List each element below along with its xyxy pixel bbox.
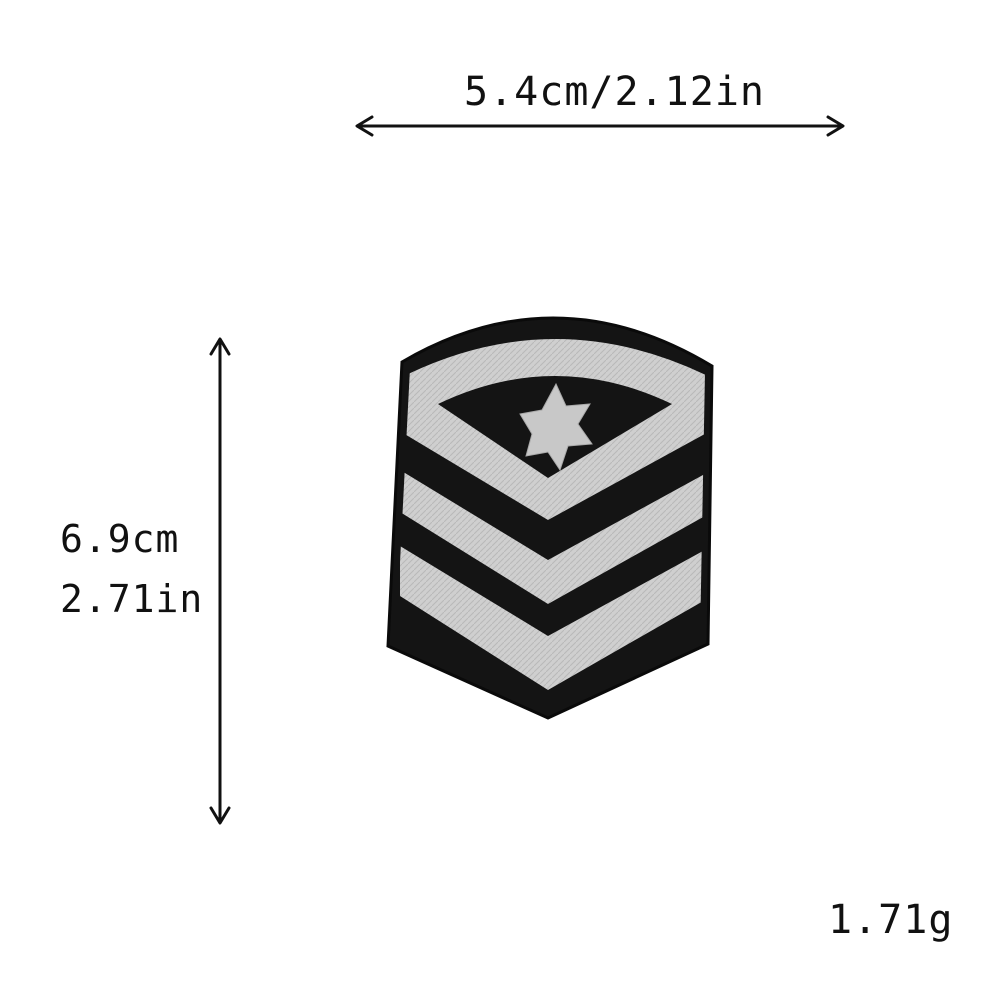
height-arrow-icon	[209, 337, 231, 825]
star-icon	[519, 382, 593, 472]
weight-label: 1.71g	[828, 897, 954, 943]
chevron-3	[400, 546, 705, 690]
width-measurement-label: 5.4cm/2.12in	[464, 69, 765, 115]
height-cm-measurement-label: 6.9cm	[60, 517, 180, 561]
width-arrow-icon	[355, 115, 845, 137]
height-in-measurement-label: 2.71in	[60, 577, 204, 621]
chevron-2	[400, 470, 705, 604]
